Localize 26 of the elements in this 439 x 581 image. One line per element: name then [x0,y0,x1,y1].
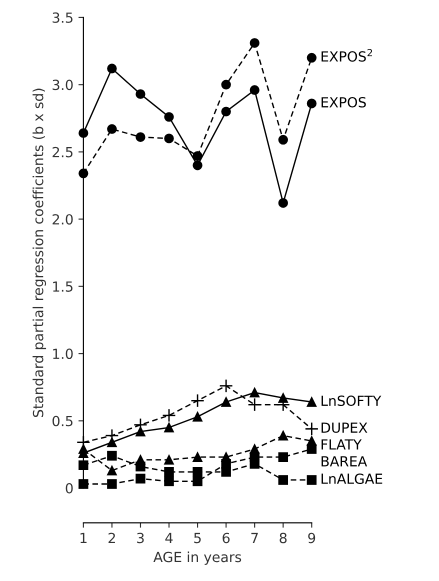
x-tick-label: 3 [137,532,144,544]
x-tick-label: 1 [80,532,87,544]
series-label: LnALGAE [322,473,382,484]
series-label: FLATY [322,439,362,450]
x-tick-label: 5 [194,532,201,544]
y-tick-label: 0 [66,483,73,494]
x-tick-label: 9 [308,532,316,544]
series-label: LnSOFTY [322,396,382,406]
x-tick-label: 7 [251,532,258,544]
y-axis-title: Standard partial regression coefficients (b x sd) [32,88,46,418]
series-label: EXPOS$^{2}$ [322,48,372,62]
y-tick-label: 3.0 [52,80,73,90]
series-label: EXPOS [322,97,366,108]
y-tick-label: 2.0 [52,214,73,225]
x-tick-label: 8 [280,532,287,544]
x-tick-label: 4 [165,532,173,544]
series-label: DUPEX [322,422,368,433]
x-axis-title: AGE in years [153,551,242,565]
y-tick-label: 3.5 [52,12,72,23]
y-tick-label: 1.0 [53,348,73,360]
y-tick-label: 1.5 [53,282,72,292]
series-label: BAREA [322,456,368,466]
y-tick-label: 2.5 [52,146,72,158]
y-tick-label: 0.5 [52,416,72,426]
x-tick-label: 2 [108,532,115,544]
x-tick-label: 6 [222,532,230,544]
